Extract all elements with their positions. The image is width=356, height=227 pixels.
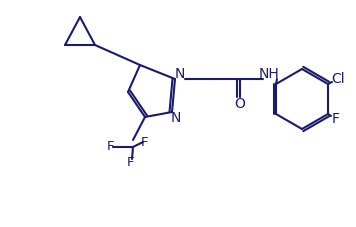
Text: NH: NH [258, 67, 279, 81]
Text: F: F [106, 141, 114, 153]
Text: F: F [126, 155, 134, 168]
Text: F: F [332, 112, 340, 126]
Text: F: F [141, 136, 149, 148]
Text: N: N [171, 111, 181, 125]
Text: Cl: Cl [331, 72, 345, 86]
Text: O: O [235, 97, 245, 111]
Text: N: N [175, 67, 185, 81]
